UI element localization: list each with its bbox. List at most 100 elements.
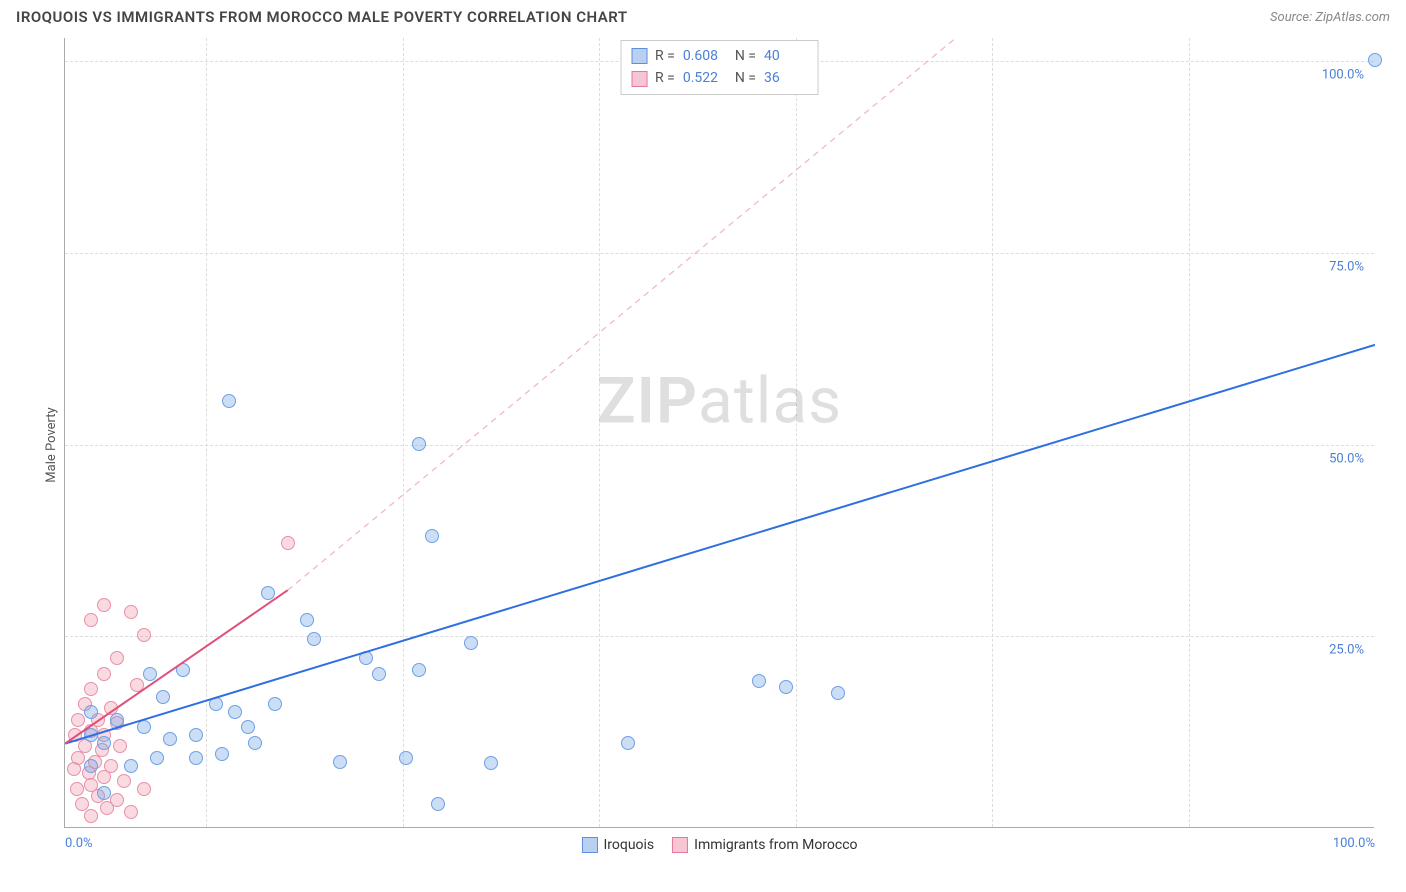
scatter-point (189, 751, 203, 765)
series-legend-item: Iroquois (581, 837, 654, 853)
scatter-point (752, 674, 766, 688)
source-attribution: Source: ZipAtlas.com (1270, 10, 1390, 25)
series-legend-item: Immigrants from Morocco (672, 837, 857, 853)
gridline-horizontal (65, 253, 1374, 254)
scatter-point (189, 728, 203, 742)
scatter-point (176, 663, 190, 677)
y-tick-label: 25.0% (1329, 643, 1364, 658)
scatter-point (333, 755, 347, 769)
scatter-point (84, 682, 98, 696)
legend-row: R = 0.522 N = 36 (631, 67, 808, 89)
scatter-point (215, 747, 229, 761)
scatter-point (248, 736, 262, 750)
scatter-point (268, 697, 282, 711)
series-name: Iroquois (603, 837, 654, 853)
legend-swatch (672, 837, 688, 853)
scatter-point (137, 782, 151, 796)
gridline-vertical (1189, 38, 1190, 827)
scatter-point (84, 809, 98, 823)
scatter-point (97, 598, 111, 612)
scatter-point (143, 667, 157, 681)
scatter-point (71, 713, 85, 727)
scatter-point (621, 736, 635, 750)
chart-title: IROQUOIS VS IMMIGRANTS FROM MOROCCO MALE… (16, 8, 628, 26)
y-tick-label: 50.0% (1329, 451, 1364, 466)
x-tick-label: 0.0% (65, 836, 93, 851)
y-tick-label: 75.0% (1329, 259, 1364, 274)
scatter-point (307, 632, 321, 646)
y-axis-label: Male Poverty (44, 407, 59, 482)
gridline-vertical (206, 38, 207, 827)
scatter-point (163, 732, 177, 746)
scatter-plot: ZIPatlas 25.0%50.0%75.0%100.0%0.0%100.0%… (64, 38, 1374, 828)
scatter-point (779, 680, 793, 694)
legend-n-label: N = (735, 45, 756, 67)
scatter-point (117, 774, 131, 788)
gridline-vertical (599, 38, 600, 827)
scatter-point (67, 762, 81, 776)
scatter-point (130, 678, 144, 692)
scatter-point (300, 613, 314, 627)
scatter-point (228, 705, 242, 719)
scatter-point (84, 705, 98, 719)
scatter-point (70, 782, 84, 796)
chart-header: IROQUOIS VS IMMIGRANTS FROM MOROCCO MALE… (0, 0, 1406, 30)
scatter-point (124, 805, 138, 819)
scatter-point (97, 770, 111, 784)
legend-n-value: 36 (764, 67, 808, 89)
scatter-point (412, 437, 426, 451)
gridline-vertical (403, 38, 404, 827)
legend-r-value: 0.522 (683, 67, 727, 89)
legend-r-value: 0.608 (683, 45, 727, 67)
y-tick-label: 100.0% (1322, 68, 1364, 83)
scatter-point (484, 756, 498, 770)
series-name: Immigrants from Morocco (694, 837, 857, 853)
scatter-point (464, 636, 478, 650)
gridline-vertical (796, 38, 797, 827)
scatter-point (425, 529, 439, 543)
scatter-point (137, 628, 151, 642)
correlation-legend: R =0.608N =40R =0.522N =36 (620, 40, 819, 95)
scatter-point (209, 697, 223, 711)
scatter-point (97, 786, 111, 800)
scatter-point (84, 613, 98, 627)
scatter-point (1368, 53, 1382, 67)
scatter-point (399, 751, 413, 765)
scatter-point (431, 797, 445, 811)
gridline-vertical (992, 38, 993, 827)
scatter-point (137, 720, 151, 734)
scatter-point (97, 736, 111, 750)
scatter-point (241, 720, 255, 734)
scatter-point (359, 651, 373, 665)
trend-lines (65, 38, 1375, 828)
scatter-point (97, 667, 111, 681)
series-legend: Iroquois Immigrants from Morocco (581, 837, 857, 853)
legend-swatch (631, 71, 647, 87)
scatter-point (412, 663, 426, 677)
scatter-point (261, 586, 275, 600)
scatter-point (113, 739, 127, 753)
watermark: ZIPatlas (597, 363, 842, 438)
scatter-point (110, 713, 124, 727)
scatter-point (84, 728, 98, 742)
x-tick-label: 100.0% (1333, 836, 1375, 851)
scatter-point (281, 536, 295, 550)
gridline-horizontal (65, 636, 1374, 637)
scatter-point (372, 667, 386, 681)
legend-n-label: N = (735, 67, 756, 89)
scatter-point (124, 759, 138, 773)
gridline-horizontal (65, 445, 1374, 446)
chart-container: Male Poverty ZIPatlas 25.0% 50.0% 75.0% 100… (16, 30, 1390, 860)
legend-r-label: R = (655, 67, 675, 89)
scatter-point (222, 394, 236, 408)
scatter-point (110, 651, 124, 665)
legend-swatch (581, 837, 597, 853)
scatter-point (150, 751, 164, 765)
scatter-point (100, 801, 114, 815)
scatter-point (124, 605, 138, 619)
legend-r-label: R = (655, 45, 675, 67)
scatter-point (84, 759, 98, 773)
scatter-point (831, 686, 845, 700)
scatter-point (156, 690, 170, 704)
legend-row: R =0.608N =40 (631, 45, 808, 67)
